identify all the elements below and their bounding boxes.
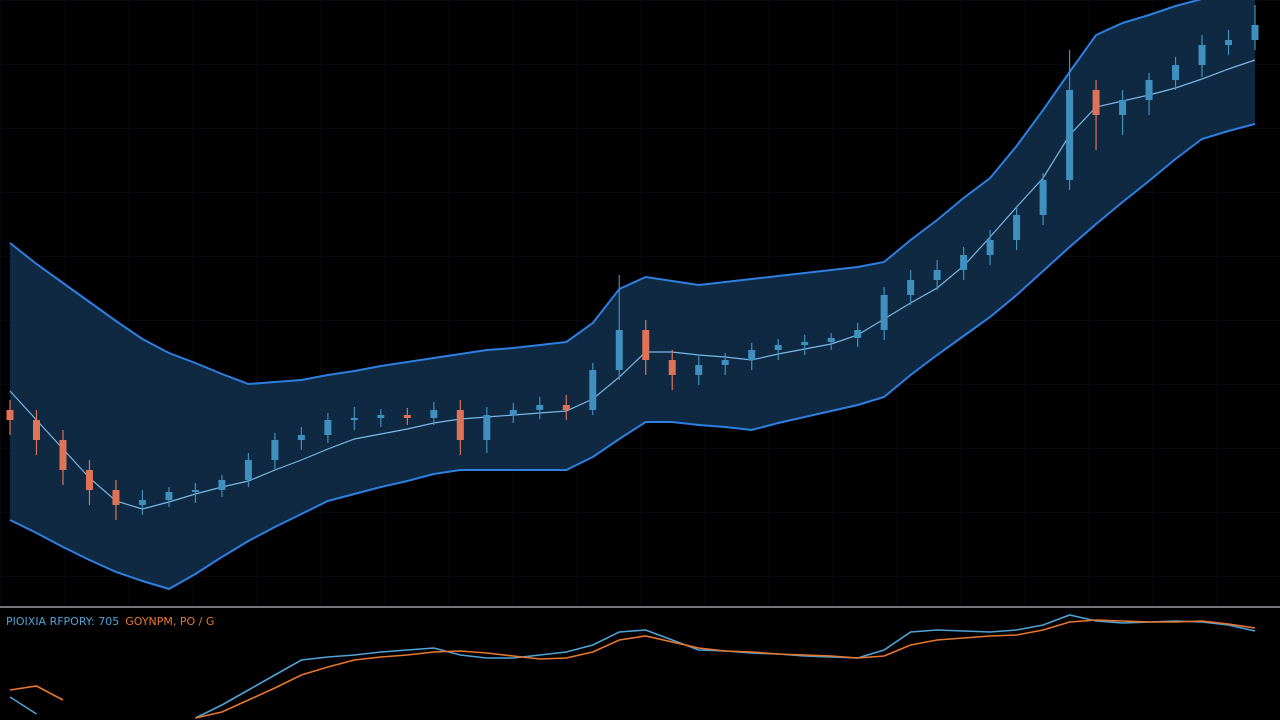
candle-body: [324, 420, 332, 435]
candle-body: [112, 490, 120, 505]
candle-body: [536, 405, 544, 410]
candle-body: [297, 435, 305, 440]
candle-body: [615, 330, 623, 370]
candle-body: [1225, 40, 1233, 45]
candle-body: [721, 360, 729, 365]
candle-body: [986, 240, 994, 255]
candle-body: [1039, 180, 1047, 215]
candle-body: [218, 480, 226, 490]
candle-body: [509, 410, 517, 415]
candle-body: [377, 415, 385, 418]
candle-body: [6, 410, 14, 420]
candle-body: [589, 370, 597, 410]
candle-body: [456, 410, 464, 440]
candle-body: [1198, 45, 1206, 65]
band-upper: [9, 0, 1203, 386]
candle-body: [748, 350, 756, 360]
candle-body: [165, 492, 173, 500]
candle-body: [271, 440, 279, 460]
candle-body: [562, 405, 570, 410]
candle-body: [1013, 215, 1021, 240]
candle-body: [138, 500, 146, 505]
band-middle: [9, 59, 1256, 510]
candle-body: [880, 295, 888, 330]
band-fill: [10, 0, 1255, 589]
candle-body: [59, 440, 67, 470]
candle-body: [960, 255, 968, 270]
candle-body: [827, 338, 835, 342]
candle-body: [244, 460, 252, 480]
legend-label: GOYNPM, PO / G: [125, 615, 214, 628]
candle-body: [801, 342, 809, 345]
oscillator-line: [9, 619, 1256, 719]
candle-body: [1251, 25, 1259, 40]
band-lower: [9, 123, 1256, 591]
candle-body: [32, 420, 40, 440]
candle-body: [1145, 80, 1153, 100]
candle-body: [191, 490, 199, 492]
candle-body: [483, 415, 491, 440]
candle-body: [350, 418, 358, 420]
candle-body: [695, 365, 703, 375]
candle-body: [933, 270, 941, 280]
candle-body: [1119, 100, 1127, 115]
candle-body: [668, 360, 676, 375]
candle-body: [907, 280, 915, 295]
candle-body: [774, 345, 782, 350]
candle-body: [430, 410, 438, 418]
candle-body: [642, 330, 650, 360]
candle-body: [1172, 65, 1180, 80]
candle-body: [1066, 90, 1074, 180]
legend-label: PIOIXIA RFPORY: 705: [6, 615, 119, 628]
candle-body: [403, 415, 411, 418]
candle-body: [854, 330, 862, 338]
candle-body: [1092, 90, 1100, 115]
candle-body: [85, 470, 93, 490]
